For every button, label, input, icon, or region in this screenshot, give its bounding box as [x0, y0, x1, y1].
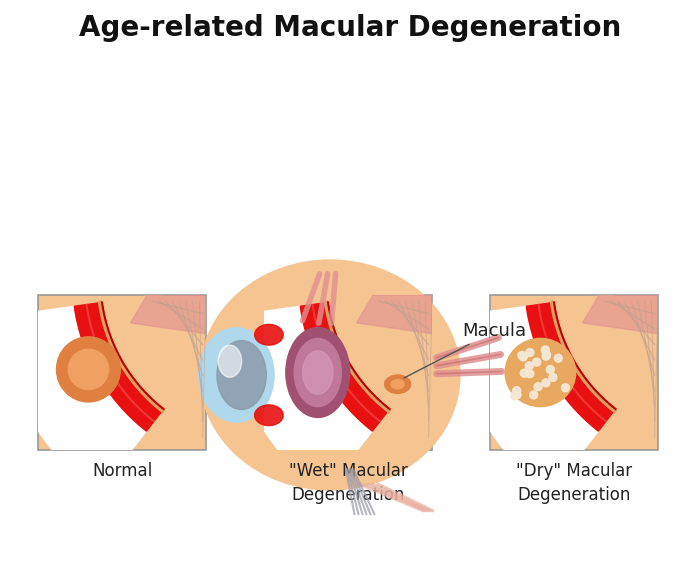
Ellipse shape [391, 379, 404, 389]
Polygon shape [221, 306, 372, 494]
Ellipse shape [217, 341, 266, 409]
Polygon shape [300, 302, 390, 431]
Polygon shape [356, 295, 432, 334]
Ellipse shape [255, 405, 284, 426]
Text: "Wet" Macular
Degeneration: "Wet" Macular Degeneration [288, 462, 407, 503]
Text: "Dry" Macular
Degeneration: "Dry" Macular Degeneration [516, 462, 632, 503]
Bar [264, 295, 432, 450]
Bar [490, 295, 658, 450]
Text: Normal: Normal [92, 462, 152, 480]
Circle shape [520, 369, 528, 377]
Circle shape [510, 392, 519, 400]
Circle shape [542, 352, 550, 360]
Circle shape [530, 391, 538, 399]
Circle shape [546, 366, 554, 374]
Polygon shape [582, 295, 658, 334]
Ellipse shape [68, 349, 108, 390]
Ellipse shape [255, 324, 284, 345]
Polygon shape [0, 306, 146, 494]
Circle shape [526, 370, 534, 378]
Circle shape [542, 350, 550, 358]
Circle shape [554, 354, 562, 362]
Polygon shape [102, 294, 200, 409]
Circle shape [549, 374, 557, 382]
Circle shape [518, 352, 526, 359]
Ellipse shape [286, 328, 350, 417]
Ellipse shape [199, 328, 274, 422]
Ellipse shape [384, 375, 411, 393]
Ellipse shape [302, 351, 333, 394]
Circle shape [513, 391, 521, 399]
Polygon shape [526, 302, 615, 431]
Ellipse shape [505, 338, 575, 407]
Ellipse shape [57, 337, 120, 402]
Ellipse shape [294, 338, 342, 407]
Circle shape [533, 358, 540, 366]
Polygon shape [130, 295, 206, 334]
Ellipse shape [218, 345, 242, 377]
Circle shape [542, 379, 550, 387]
Circle shape [534, 383, 542, 391]
Text: Age-related Macular Degeneration: Age-related Macular Degeneration [79, 14, 621, 42]
Circle shape [525, 362, 533, 370]
Circle shape [519, 353, 527, 361]
Polygon shape [74, 302, 164, 431]
Circle shape [512, 387, 521, 395]
Polygon shape [554, 294, 652, 409]
Ellipse shape [207, 267, 453, 483]
Polygon shape [447, 306, 598, 494]
Text: Macula: Macula [404, 322, 526, 378]
Bar [38, 295, 206, 450]
Circle shape [561, 384, 569, 392]
Circle shape [541, 346, 550, 354]
Polygon shape [328, 294, 426, 409]
Circle shape [526, 349, 534, 357]
Ellipse shape [200, 260, 460, 490]
